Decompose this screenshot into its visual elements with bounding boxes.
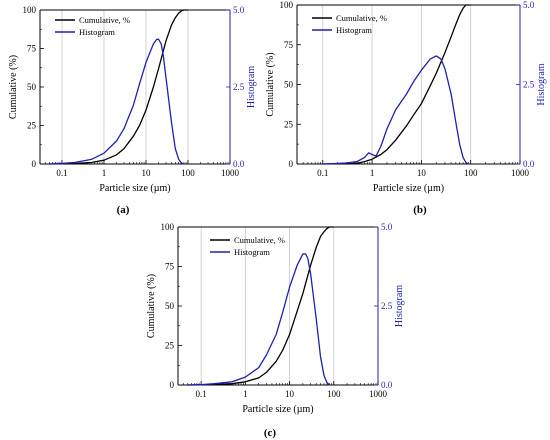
x-tick-label: 0.1 [317, 168, 328, 178]
y2-tick-label: 0.0 [233, 159, 245, 169]
y2-tick-label: 5.0 [523, 0, 535, 10]
x-axis-label: Particle size (µm) [373, 183, 444, 194]
x-tick-label: 1 [102, 168, 107, 178]
y-tick-label: 75 [165, 262, 175, 272]
x-tick-label: 10 [141, 168, 151, 178]
x-axis-label: Particle size (µm) [99, 183, 170, 194]
x-tick-label: 1000 [369, 389, 388, 399]
y-tick-label: 75 [284, 40, 294, 50]
x-tick-label: 1 [243, 389, 248, 399]
y2-tick-label: 5.0 [381, 222, 393, 232]
x-tick-label: 0.1 [195, 389, 206, 399]
x-axis-label: Particle size (µm) [242, 404, 313, 415]
y-tick-label: 100 [280, 0, 294, 10]
legend-label: Cumulative, % [234, 235, 285, 245]
y-axis-label: Cumulative (%) [265, 52, 276, 116]
x-tick-label: 10 [417, 168, 427, 178]
legend-label: Histogram [234, 247, 270, 257]
y2-axis-label: Histogram [246, 66, 257, 108]
y-tick-label: 50 [284, 80, 294, 90]
y-tick-label: 0 [170, 380, 175, 390]
y-axis-label: Cumulative (%) [146, 274, 157, 338]
legend-label: Histogram [336, 25, 372, 35]
y-tick-label: 50 [165, 301, 175, 311]
x-tick-label: 1 [370, 168, 375, 178]
x-tick-label: 100 [181, 168, 195, 178]
y-tick-label: 25 [284, 119, 294, 129]
y-tick-label: 25 [27, 121, 37, 131]
legend-label: Cumulative, % [336, 13, 387, 23]
y2-tick-label: 5.0 [233, 5, 245, 15]
chart-panel-a: 0.1 1 10 100 1000 0 25 50 75 100 0.0 2.5 5.0 Particle… [8, 5, 257, 216]
cumulative-series-line [322, 4, 471, 165]
x-tick-label: 100 [464, 168, 478, 178]
y-tick-label: 100 [23, 5, 37, 15]
y2-tick-label: 2.5 [381, 301, 393, 311]
y-tick-label: 100 [161, 222, 175, 232]
y2-tick-label: 0.0 [381, 380, 393, 390]
y-tick-label: 0 [289, 159, 294, 169]
panel-caption: (a) [117, 204, 130, 216]
histogram-series-line [322, 55, 469, 165]
legend-label: Histogram [79, 27, 115, 37]
x-tick-label: 0.1 [56, 168, 67, 178]
chart-panel-b: 0.1 1 10 100 1000 0 25 50 75 100 0.0 2.5 5.0 Particle… [265, 0, 547, 216]
x-tick-label: 1000 [511, 168, 530, 178]
y2-tick-label: 2.5 [233, 82, 245, 92]
chart-panel-c: 0.1 1 10 100 1000 0 25 50 75 100 0.0 2.5 5.0 Particle… [146, 222, 405, 439]
y-tick-label: 50 [27, 82, 37, 92]
cumulative-series-line [49, 9, 188, 165]
histogram-series-line [187, 253, 330, 386]
y2-tick-label: 2.5 [523, 80, 535, 90]
y2-axis-label: Histogram [536, 63, 547, 105]
x-tick-label: 1000 [221, 168, 240, 178]
histogram-series-line [49, 38, 185, 165]
y-tick-label: 75 [27, 44, 37, 54]
panel-caption: (b) [413, 204, 427, 216]
panel-caption: (c) [264, 427, 277, 439]
x-tick-label: 100 [327, 389, 341, 399]
y-tick-label: 0 [32, 159, 37, 169]
x-tick-label: 10 [285, 389, 295, 399]
y2-tick-label: 0.0 [523, 159, 535, 169]
cumulative-series-line [187, 226, 334, 386]
y-tick-label: 25 [165, 341, 175, 351]
y-axis-label: Cumulative (%) [8, 55, 19, 119]
y2-axis-label: Histogram [394, 285, 405, 327]
legend-label: Cumulative, % [79, 15, 130, 25]
